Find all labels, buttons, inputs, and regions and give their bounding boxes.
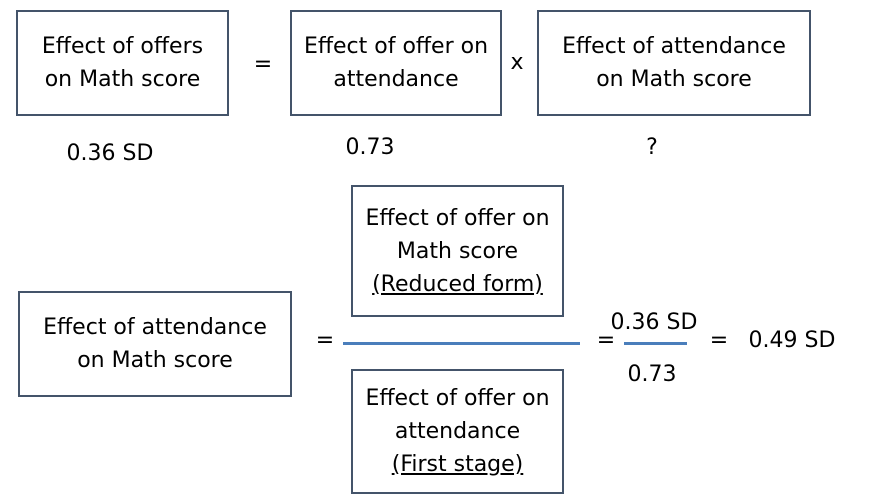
box-offer-on-attendance-line2: attendance [333, 67, 459, 92]
times-sign: x [510, 50, 524, 75]
fraction-line-main [343, 342, 580, 345]
equals-sign-row1: = [253, 52, 273, 77]
box-attendance-on-math-lhs: Effect of attendance on Math score [18, 291, 292, 397]
first-stage-label: (First stage) [391, 452, 524, 477]
value-unknown: ? [646, 135, 658, 160]
box-effect-of-offers-line1: Effect of offers [41, 34, 204, 59]
box-offer-on-attendance-line1: Effect of offer on [303, 34, 489, 59]
box-offer-on-attendance: Effect of offer on attendance [290, 10, 502, 116]
equals-sign-row2-c: = [709, 328, 729, 353]
box-attendance-on-math-line1: Effect of attendance [562, 34, 786, 59]
first-stage-line1: Effect of offer on [365, 386, 550, 411]
box-effect-of-offers: Effect of offers on Math score [16, 10, 229, 116]
result-value: 0.49 SD [748, 328, 836, 353]
reduced-form-line2: Math score [396, 238, 519, 264]
box-attendance-on-math: Effect of attendance on Math score [537, 10, 811, 116]
box-reduced-form: Effect of offer on Math score (Reduced f… [351, 185, 564, 317]
box-attendance-on-math-line2: on Math score [596, 67, 752, 92]
equals-sign-row2-a: = [315, 328, 335, 353]
equals-sign-row2-b: = [596, 328, 616, 353]
fraction-denominator: 0.73 [627, 362, 677, 387]
fraction-line-small [624, 342, 687, 345]
first-stage-line2: attendance [394, 419, 521, 444]
value-offers-on-math: 0.36 SD [66, 141, 154, 166]
lhs-line1: Effect of attendance [43, 315, 267, 340]
value-offer-on-attendance: 0.73 [345, 135, 395, 160]
reduced-form-line1: Effect of offer on [365, 205, 550, 231]
fraction-numerator: 0.36 SD [610, 310, 698, 335]
box-effect-of-offers-line2: on Math score [44, 67, 201, 92]
reduced-form-label: (Reduced form) [372, 271, 543, 297]
lhs-line2: on Math score [77, 348, 233, 373]
box-first-stage: Effect of offer on attendance (First sta… [351, 369, 564, 494]
